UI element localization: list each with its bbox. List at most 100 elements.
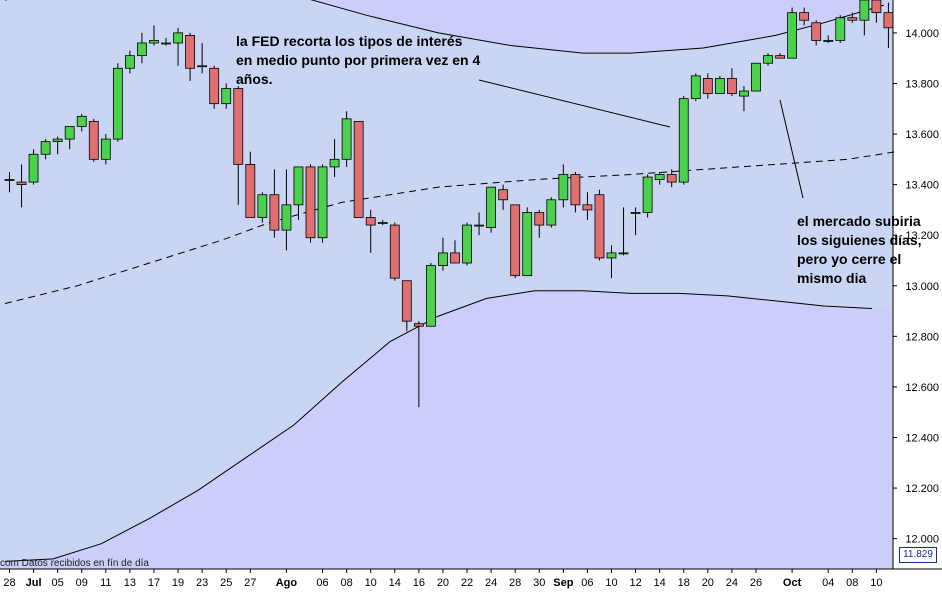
- candle-body: [775, 55, 785, 59]
- candle-body: [630, 212, 641, 214]
- candle: [702, 73, 713, 99]
- candle: [88, 118, 99, 162]
- y-tick-label: 13.400: [905, 180, 939, 192]
- x-tick-label: Sep: [553, 577, 573, 589]
- y-tick-label: 13.800: [905, 78, 939, 90]
- band-outside-area-lower: [0, 290, 893, 569]
- candle: [173, 27, 183, 66]
- candle: [823, 35, 834, 43]
- x-axis: 28 Jul 05 09 11 13 17 19 23 25 27 Ago 06 08 10 14 16 20 22…: [3, 569, 883, 589]
- candle-body: [474, 224, 484, 227]
- candle-body: [859, 0, 870, 21]
- candle: [4, 171, 15, 193]
- candle: [714, 75, 725, 94]
- candle: [257, 192, 268, 223]
- candle: [582, 192, 593, 221]
- candle: [438, 237, 448, 271]
- candle: [474, 212, 484, 236]
- candle: [16, 164, 27, 208]
- candle-body: [618, 252, 629, 255]
- candle-body: [678, 98, 689, 183]
- candle-body: [389, 224, 400, 279]
- candle: [835, 15, 846, 43]
- x-tick-label: Ago: [276, 577, 298, 589]
- indicator-lines-layer: [4, 0, 897, 562]
- candle-body: [112, 67, 123, 140]
- candle-body: [425, 265, 436, 327]
- x-tick-label: 16: [413, 577, 425, 589]
- x-tick-label: 08: [846, 577, 858, 589]
- candle-body: [690, 75, 701, 100]
- candle: [630, 207, 641, 236]
- y-tick-label: 12.400: [905, 432, 939, 444]
- y-tick-label: 13.200: [905, 230, 939, 242]
- x-tick-label: 22: [461, 577, 473, 589]
- candle-body: [582, 204, 593, 211]
- last-price-label: 11.829: [899, 547, 937, 563]
- candle: [690, 73, 701, 102]
- candle: [329, 139, 340, 178]
- candle: [413, 321, 424, 408]
- candle: [209, 65, 220, 109]
- candle-body: [811, 22, 822, 41]
- candle: [570, 171, 581, 213]
- x-tick-label: 30: [533, 577, 545, 589]
- annotation-fed-rate-cut: la FED recorta los tipos de interés en m…: [236, 33, 481, 87]
- candle-body: [64, 126, 75, 140]
- candle-body: [498, 189, 509, 201]
- candle: [871, 0, 882, 23]
- data-source-note: com Datos recibidos en fín de día: [0, 558, 149, 569]
- candle-body: [883, 12, 894, 29]
- x-tick-label: 18: [678, 577, 690, 589]
- candle-body: [173, 32, 183, 44]
- candle: [149, 25, 159, 46]
- candle: [245, 151, 256, 218]
- candle: [425, 263, 436, 327]
- candle: [233, 85, 244, 205]
- candle: [293, 166, 304, 221]
- candle-body: [763, 55, 773, 64]
- candle: [450, 240, 460, 264]
- x-tick-label: 17: [148, 577, 160, 589]
- x-tick-label: 06: [581, 577, 593, 589]
- candle: [401, 280, 412, 332]
- candle: [305, 164, 316, 243]
- x-tick-label: Oct: [783, 577, 802, 589]
- candles-layer: [4, 0, 894, 408]
- candle: [28, 149, 39, 185]
- x-tick-label: 11: [100, 577, 111, 589]
- bollinger-upper-line: [5, 0, 885, 54]
- candle-body: [522, 212, 533, 277]
- candle: [52, 136, 63, 155]
- x-tick-label: 20: [437, 577, 449, 589]
- candle: [486, 186, 497, 233]
- candle-body: [438, 252, 448, 266]
- candle-body: [209, 67, 220, 105]
- candle-body: [642, 176, 653, 213]
- x-tick-label: 24: [726, 577, 738, 589]
- x-tick-label: 06: [316, 577, 328, 589]
- x-tick-label: 28: [3, 577, 15, 589]
- candle: [594, 189, 605, 261]
- candle-body: [666, 174, 677, 183]
- candle-body: [871, 0, 882, 14]
- candle-body: [847, 17, 858, 21]
- candle-body: [100, 138, 111, 160]
- candle-body: [245, 163, 256, 218]
- x-tick-label: 19: [172, 577, 184, 589]
- y-tick-label: 14.000: [905, 28, 939, 40]
- candle-body: [510, 204, 521, 277]
- candle-body: [546, 199, 557, 226]
- candle-body: [269, 194, 280, 231]
- candle: [859, 0, 870, 36]
- candle-body: [799, 12, 810, 21]
- candle: [317, 164, 328, 243]
- y-tick-label: 13.000: [905, 281, 939, 293]
- candle-body: [233, 88, 244, 165]
- candle: [811, 20, 822, 46]
- x-tick-label: 28: [509, 577, 521, 589]
- candle: [751, 62, 761, 92]
- candle-body: [76, 115, 87, 127]
- candle: [763, 53, 773, 66]
